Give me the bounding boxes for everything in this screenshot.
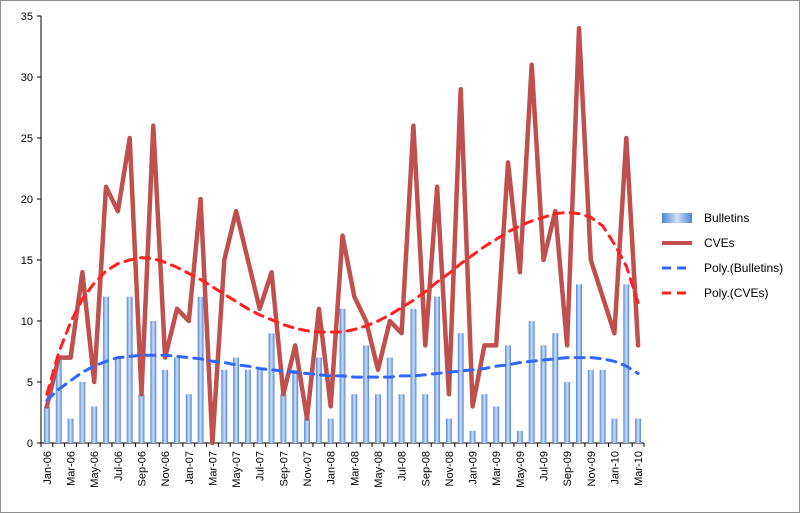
- bulletins-bar: [493, 406, 500, 443]
- x-tick-label: Jan-09: [468, 451, 480, 485]
- x-tick-label: Mar-08: [349, 451, 361, 486]
- x-tick-label: Sep-07: [278, 451, 290, 486]
- x-tick-label: Jul-09: [539, 451, 551, 481]
- bulletins-bar: [635, 418, 642, 443]
- bulletins-bar: [280, 394, 287, 443]
- x-tick-label: Jan-10: [609, 451, 621, 485]
- y-tick-label: 10: [21, 316, 33, 328]
- y-tick-label: 35: [21, 11, 33, 23]
- bulletins-bar: [611, 418, 618, 443]
- bulletins-bar: [516, 430, 523, 443]
- y-tick-label: 30: [21, 72, 33, 84]
- bulletins-bar: [564, 382, 571, 443]
- bulletins-bar: [351, 394, 358, 443]
- y-tick-label: 15: [21, 255, 33, 267]
- x-tick-label: Sep-06: [137, 451, 149, 486]
- bulletins-bar: [457, 333, 464, 443]
- bulletins-bar: [43, 406, 50, 443]
- axes: 0 5 10 15 20 25 30 35 Jan-06 Mar-06 May-06 Jul-06 Se…: [21, 11, 645, 488]
- bulletins-bars: [43, 284, 642, 443]
- bulletins-bar: [197, 296, 204, 443]
- bulletins-bar: [162, 369, 169, 443]
- x-tick-label: Jan-06: [42, 451, 54, 485]
- x-tick-label: Jan-08: [326, 451, 338, 485]
- bulletins-bar: [410, 308, 417, 443]
- bulletins-bar: [55, 357, 62, 443]
- x-tick-label: Nov-06: [160, 451, 172, 486]
- x-tick-label: Mar-07: [207, 451, 219, 486]
- bulletins-bar: [469, 430, 476, 443]
- bulletins-bar: [623, 284, 630, 443]
- x-tick-label: Nov-09: [586, 451, 598, 486]
- bulletins-bar: [576, 284, 582, 443]
- bulletins-bar: [256, 369, 263, 443]
- x-tick-label: Jul-06: [113, 451, 125, 481]
- bulletins-bar: [540, 345, 547, 443]
- x-tick-label: Mar-09: [491, 451, 503, 486]
- bulletins-bar: [481, 394, 488, 443]
- x-tick-label: May-08: [373, 451, 385, 488]
- series-lines: [44, 25, 641, 446]
- x-tick-label: Jul-07: [255, 451, 267, 481]
- bulletins-bar: [434, 296, 441, 443]
- bulletins-bar: [138, 394, 145, 443]
- bulletins-bar: [114, 357, 121, 443]
- x-tick-label: Sep-09: [562, 451, 574, 486]
- x-tick-label: Jan-07: [184, 451, 196, 485]
- x-tick-label: Nov-07: [302, 451, 314, 486]
- bulletins-bar: [552, 333, 559, 443]
- bulletins-bar: [126, 296, 133, 443]
- y-tick-label: 0: [27, 438, 33, 450]
- poly-bulletins-trend-line: [45, 353, 640, 402]
- x-tick-label: Mar-10: [633, 451, 645, 486]
- x-tick-label: Sep-08: [420, 451, 432, 486]
- legend-label: CVEs: [704, 236, 735, 250]
- bulletins-bar: [422, 394, 429, 443]
- bulletins-bar: [599, 369, 606, 443]
- x-tick-label: May-06: [89, 451, 101, 488]
- y-tick-label: 20: [21, 194, 33, 206]
- legend: Bulletins CVEs Poly.(Bulletins) Poly.(CVEs): [662, 211, 783, 300]
- bulletins-bar: [363, 345, 370, 443]
- bulletins-bar: [315, 357, 322, 443]
- bulletins-bar: [103, 296, 109, 443]
- bulletins-bar: [304, 418, 310, 443]
- legend-label: Bulletins: [704, 211, 749, 225]
- bulletins-bar: [327, 418, 334, 443]
- bulletins-bar: [174, 357, 180, 443]
- legend-label: Poly.(CVEs): [704, 286, 768, 300]
- bulletins-bar: [445, 418, 452, 443]
- bulletins-bar: [79, 382, 86, 443]
- bulletins-bar: [268, 333, 275, 443]
- poly-cves-trend-line: [45, 210, 640, 396]
- y-tick-label: 5: [27, 377, 33, 389]
- bulletins-bar: [398, 394, 405, 443]
- bulletins-bar: [386, 357, 393, 443]
- x-tick-label: Mar-06: [66, 451, 78, 486]
- legend-label: Poly.(Bulletins): [704, 261, 783, 275]
- bulletins-bar: [587, 369, 594, 443]
- cves-line: [44, 25, 641, 446]
- bulletins-bar: [233, 357, 240, 443]
- bulletins-bar: [528, 321, 535, 443]
- bulletins-bar: [292, 369, 299, 443]
- x-tick-label: Jul-08: [397, 451, 409, 481]
- bulletins-bar: [244, 369, 251, 443]
- bulletins-bar: [185, 394, 192, 443]
- bulletins-bar: [67, 418, 74, 443]
- bulletins-bar: [375, 394, 381, 443]
- x-tick-label: Nov-08: [444, 451, 456, 486]
- y-tick-label: 25: [21, 133, 33, 145]
- bulletins-bar: [221, 369, 228, 443]
- legend-swatch-bulletins: [662, 213, 692, 223]
- bulletins-bar: [150, 321, 157, 443]
- bulletins-bar: [505, 345, 511, 443]
- x-tick-label: May-09: [515, 451, 527, 488]
- bulletins-bar: [91, 406, 98, 443]
- x-tick-label: May-07: [231, 451, 243, 488]
